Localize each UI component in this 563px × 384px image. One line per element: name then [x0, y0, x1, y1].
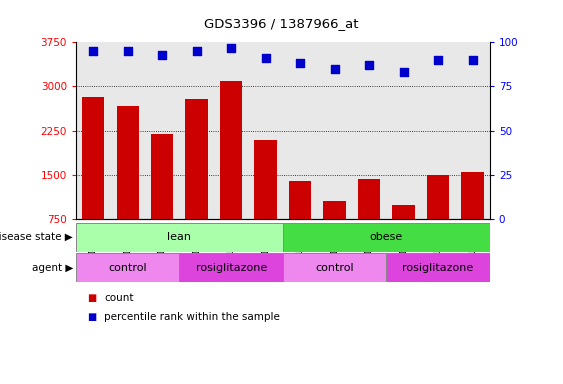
- Text: rosiglitazone: rosiglitazone: [195, 263, 267, 273]
- Text: ■: ■: [87, 293, 96, 303]
- Text: disease state ▶: disease state ▶: [0, 232, 73, 242]
- Point: [227, 45, 236, 51]
- Bar: [117, 106, 139, 219]
- Bar: [461, 172, 484, 219]
- Bar: [323, 200, 346, 219]
- Text: count: count: [104, 293, 133, 303]
- Point: [158, 51, 167, 58]
- Bar: [386, 253, 490, 282]
- Bar: [185, 99, 208, 219]
- Point: [261, 55, 270, 61]
- Text: percentile rank within the sample: percentile rank within the sample: [104, 312, 280, 322]
- Bar: [392, 205, 415, 219]
- Point: [123, 48, 132, 54]
- Bar: [76, 253, 180, 282]
- Point: [89, 48, 98, 54]
- Point: [192, 48, 201, 54]
- Bar: [220, 81, 243, 219]
- Text: GDS3396 / 1387966_at: GDS3396 / 1387966_at: [204, 17, 359, 30]
- Bar: [358, 179, 381, 219]
- Text: agent ▶: agent ▶: [32, 263, 73, 273]
- Bar: [254, 140, 277, 219]
- Bar: [76, 223, 283, 252]
- Bar: [283, 223, 490, 252]
- Point: [468, 57, 477, 63]
- Bar: [289, 181, 311, 219]
- Bar: [82, 97, 105, 219]
- Text: rosiglitazone: rosiglitazone: [403, 263, 473, 273]
- Point: [399, 69, 408, 75]
- Point: [330, 66, 339, 72]
- Text: obese: obese: [370, 232, 403, 242]
- Bar: [427, 175, 449, 219]
- Bar: [283, 253, 386, 282]
- Text: control: control: [109, 263, 147, 273]
- Bar: [151, 134, 173, 219]
- Text: ■: ■: [87, 312, 96, 322]
- Point: [296, 60, 305, 66]
- Text: lean: lean: [167, 232, 191, 242]
- Point: [434, 57, 443, 63]
- Point: [365, 62, 374, 68]
- Text: control: control: [315, 263, 354, 273]
- Bar: [180, 253, 283, 282]
